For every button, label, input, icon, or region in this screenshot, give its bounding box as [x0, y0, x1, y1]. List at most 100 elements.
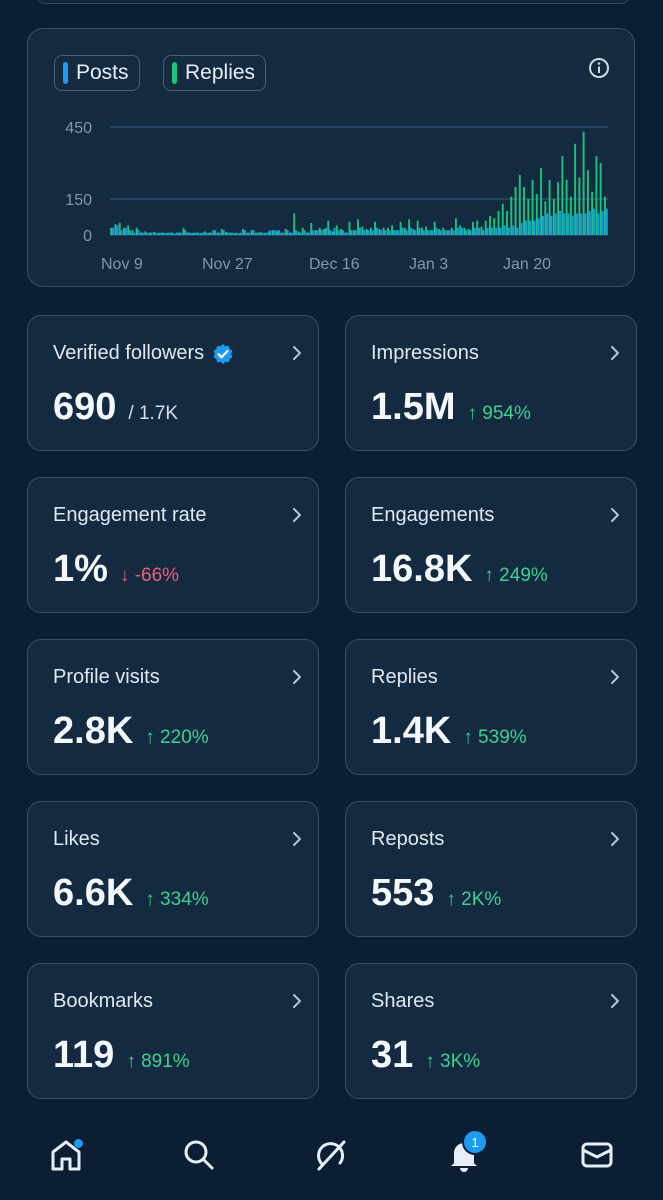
metric-card-bookmarks[interactable]: Bookmarks 119 ↑ 891% — [27, 963, 319, 1099]
posts-bar — [559, 211, 561, 235]
posts-bar — [520, 223, 523, 235]
metric-value: 1.4K — [371, 710, 452, 752]
posts-bar — [350, 230, 353, 235]
metric-card-impressions[interactable]: Impressions 1.5M ↑ 954% — [345, 315, 637, 451]
metric-change: ↑ 220% — [145, 727, 209, 748]
posts-bar — [163, 232, 166, 235]
metric-card-verified-followers[interactable]: Verified followers 690 / 1.7K — [27, 315, 319, 451]
replies-bar — [263, 233, 266, 235]
chevron-right-icon — [611, 508, 619, 522]
posts-bar — [158, 232, 161, 235]
metric-card-reposts[interactable]: Reposts 553 ↑ 2K% — [345, 801, 637, 937]
previous-card-edge — [36, 0, 630, 4]
posts-bar — [175, 232, 178, 235]
posts-bar — [499, 227, 502, 235]
replies-bar — [327, 220, 330, 235]
verified-badge-icon — [213, 343, 233, 364]
replies-bar — [369, 227, 372, 235]
chevron-right-icon — [611, 346, 619, 360]
posts-bar — [222, 230, 225, 235]
metric-value-row: 690 / 1.7K — [53, 386, 178, 429]
replies-bar — [425, 226, 428, 235]
nav-home[interactable] — [36, 1125, 96, 1185]
notification-count-badge: 1 — [462, 1129, 489, 1155]
metric-label: Replies — [371, 666, 438, 689]
replies-bar — [225, 232, 228, 235]
posts-bar — [197, 232, 200, 235]
posts-bar — [346, 232, 349, 235]
posts-bar — [299, 232, 302, 235]
posts-bar — [341, 230, 344, 235]
replies-bar — [484, 220, 487, 235]
posts-bar — [124, 227, 127, 235]
replies-bar — [114, 224, 117, 235]
metric-card-likes[interactable]: Likes 6.6K ↑ 334% — [27, 801, 319, 937]
replies-bar — [569, 196, 572, 235]
metric-card-engagement-rate[interactable]: Engagement rate 1% ↓ -66% — [27, 477, 319, 613]
mail-icon — [581, 1142, 613, 1168]
posts-bar — [376, 227, 378, 235]
posts-bar — [316, 230, 319, 235]
metric-label-text: Reposts — [371, 828, 445, 850]
metric-label-text: Engagement rate — [53, 504, 207, 526]
replies-bar — [599, 163, 602, 235]
metric-change: / 1.7K — [128, 403, 179, 424]
replies-bar — [501, 203, 504, 235]
metric-card-replies[interactable]: Replies 1.4K ↑ 539% — [345, 639, 637, 775]
chevron-right-icon — [611, 994, 619, 1008]
legend-posts-label: Posts — [76, 61, 129, 84]
metric-card-profile-visits[interactable]: Profile visits 2.8K ↑ 220% — [27, 639, 319, 775]
activity-bar-chart: 450 150 0 Nov 9 Nov 27 Dec 16 Jan 3 Jan 20 — [65, 120, 608, 273]
posts-bar — [503, 225, 506, 235]
posts-bar — [354, 230, 357, 235]
nav-search[interactable] — [169, 1125, 229, 1185]
replies-bar — [110, 227, 113, 235]
nav-messages[interactable] — [567, 1125, 627, 1185]
replies-bar — [203, 231, 206, 235]
replies-bar — [586, 170, 589, 235]
posts-bar — [133, 232, 136, 235]
grok-icon — [317, 1140, 346, 1171]
posts-bar — [427, 230, 430, 235]
replies-bar — [229, 232, 232, 235]
metric-label: Engagement rate — [53, 504, 206, 527]
metric-card-engagements[interactable]: Engagements 16.8K ↑ 249% — [345, 477, 637, 613]
posts-bar — [307, 232, 310, 235]
posts-bar — [329, 230, 332, 235]
posts-bar — [542, 215, 544, 235]
posts-bar — [333, 227, 336, 235]
nav-notifications[interactable]: 1 — [434, 1125, 494, 1185]
metric-change: ↑ 891% — [126, 1051, 190, 1072]
posts-bar — [167, 232, 170, 235]
posts-bar — [180, 232, 183, 235]
metric-card-shares[interactable]: Shares 31 ↑ 3K% — [345, 963, 637, 1099]
metric-value: 6.6K — [53, 872, 134, 914]
posts-bar — [431, 230, 434, 235]
metric-value: 16.8K — [371, 548, 473, 590]
metric-label-text: Profile visits — [53, 666, 160, 688]
metric-value: 690 — [53, 386, 117, 428]
legend-replies-toggle[interactable]: Replies — [163, 55, 267, 91]
info-icon[interactable] — [588, 57, 610, 79]
replies-bar — [510, 196, 513, 235]
replies-bar — [301, 227, 304, 235]
posts-bar — [184, 230, 187, 235]
replies-bar — [591, 191, 594, 235]
metric-value-row: 2.8K ↑ 220% — [53, 710, 209, 753]
replies-bar — [131, 230, 134, 235]
replies-bar — [335, 225, 338, 235]
nav-grok[interactable] — [301, 1125, 361, 1185]
posts-bar — [282, 232, 285, 235]
posts-bar — [188, 232, 191, 235]
y-tick-label: 150 — [65, 192, 92, 209]
replies-bar — [357, 219, 359, 235]
posts-bar — [273, 230, 276, 235]
posts-bar — [580, 213, 583, 235]
legend-posts-toggle[interactable]: Posts — [54, 55, 140, 91]
replies-bar — [476, 220, 479, 235]
replies-bar — [386, 227, 389, 235]
metric-label: Likes — [53, 828, 100, 851]
y-tick-label: 450 — [65, 120, 92, 137]
replies-bar — [208, 232, 211, 235]
metric-change: ↑ 954% — [467, 403, 531, 424]
